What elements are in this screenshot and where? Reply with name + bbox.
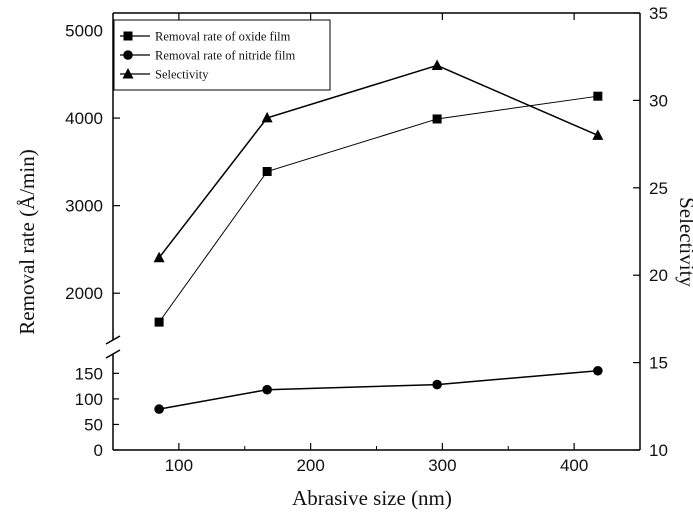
right-tick-label: 30 bbox=[649, 91, 668, 110]
data-point-removal-rate-of-nitride-film bbox=[154, 404, 164, 414]
x-tick-label: 400 bbox=[560, 456, 588, 475]
right-y-axis-title: Selectivity bbox=[675, 197, 693, 287]
legend-label-removal-rate-of-oxide-film: Removal rate of oxide film bbox=[155, 30, 291, 44]
data-point-removal-rate-of-nitride-film bbox=[432, 379, 442, 390]
series-removal-rate-of-nitride-film bbox=[154, 365, 603, 414]
right-tick-label: 35 bbox=[649, 4, 668, 23]
right-tick-label: 20 bbox=[649, 266, 668, 285]
legend-marker-removal-rate-of-oxide-film bbox=[123, 31, 133, 41]
right-tick-label: 15 bbox=[649, 354, 668, 373]
x-tick-label: 100 bbox=[165, 456, 193, 475]
data-point-removal-rate-of-oxide-film bbox=[262, 166, 272, 176]
x-tick-label: 200 bbox=[296, 456, 324, 475]
left-lower-tick-label: 0 bbox=[94, 441, 103, 460]
data-point-removal-rate-of-oxide-film bbox=[154, 317, 164, 327]
left-lower-tick-label: 50 bbox=[84, 415, 103, 434]
data-point-removal-rate-of-nitride-film bbox=[262, 384, 272, 395]
axis-break-mark bbox=[105, 349, 121, 359]
data-point-removal-rate-of-oxide-film bbox=[593, 91, 603, 101]
left-lower-tick-label: 150 bbox=[75, 364, 103, 383]
ticks-group: 100 200 300 400 2000 3000 4000 5000 0 50 100 150 10 1… bbox=[65, 4, 668, 475]
series-group bbox=[153, 59, 604, 414]
data-point-selectivity bbox=[261, 111, 273, 123]
data-point-selectivity bbox=[431, 59, 443, 70]
series-removal-rate-of-oxide-film bbox=[154, 91, 603, 327]
legend-items: Removal rate of oxide film Removal rate o… bbox=[120, 30, 296, 82]
legend-marker-selectivity bbox=[122, 68, 134, 79]
data-point-selectivity bbox=[592, 129, 604, 140]
data-point-selectivity bbox=[153, 251, 165, 263]
left-upper-tick-label: 4000 bbox=[65, 109, 103, 128]
left-upper-tick-label: 2000 bbox=[65, 284, 103, 303]
series-line-selectivity bbox=[158, 64, 599, 259]
legend-label-removal-rate-of-nitride-film: Removal rate of nitride film bbox=[155, 49, 296, 63]
axes-group bbox=[105, 12, 641, 451]
legend-label-selectivity: Selectivity bbox=[155, 68, 209, 82]
data-point-removal-rate-of-nitride-film bbox=[593, 365, 603, 376]
x-axis-title: Abrasive size (nm) bbox=[292, 486, 452, 510]
legend: Removal rate of oxide film Removal rate o… bbox=[113, 19, 331, 91]
axis-break-mark bbox=[105, 335, 121, 345]
left-upper-tick-label: 3000 bbox=[65, 197, 103, 216]
legend-marker-removal-rate-of-nitride-film bbox=[123, 50, 133, 60]
series-selectivity bbox=[153, 59, 604, 263]
data-point-removal-rate-of-oxide-film bbox=[432, 114, 442, 124]
left-lower-tick-label: 100 bbox=[75, 390, 103, 409]
x-tick-label: 300 bbox=[428, 456, 456, 475]
left-y-axis-title: Removal rate (Å/min) bbox=[15, 149, 39, 334]
right-tick-label: 25 bbox=[649, 179, 668, 198]
right-tick-label: 10 bbox=[649, 441, 668, 460]
series-line-removal-rate-of-oxide-film bbox=[158, 95, 598, 323]
series-line-removal-rate-of-nitride-film bbox=[158, 370, 598, 410]
left-upper-tick-label: 5000 bbox=[65, 22, 103, 41]
